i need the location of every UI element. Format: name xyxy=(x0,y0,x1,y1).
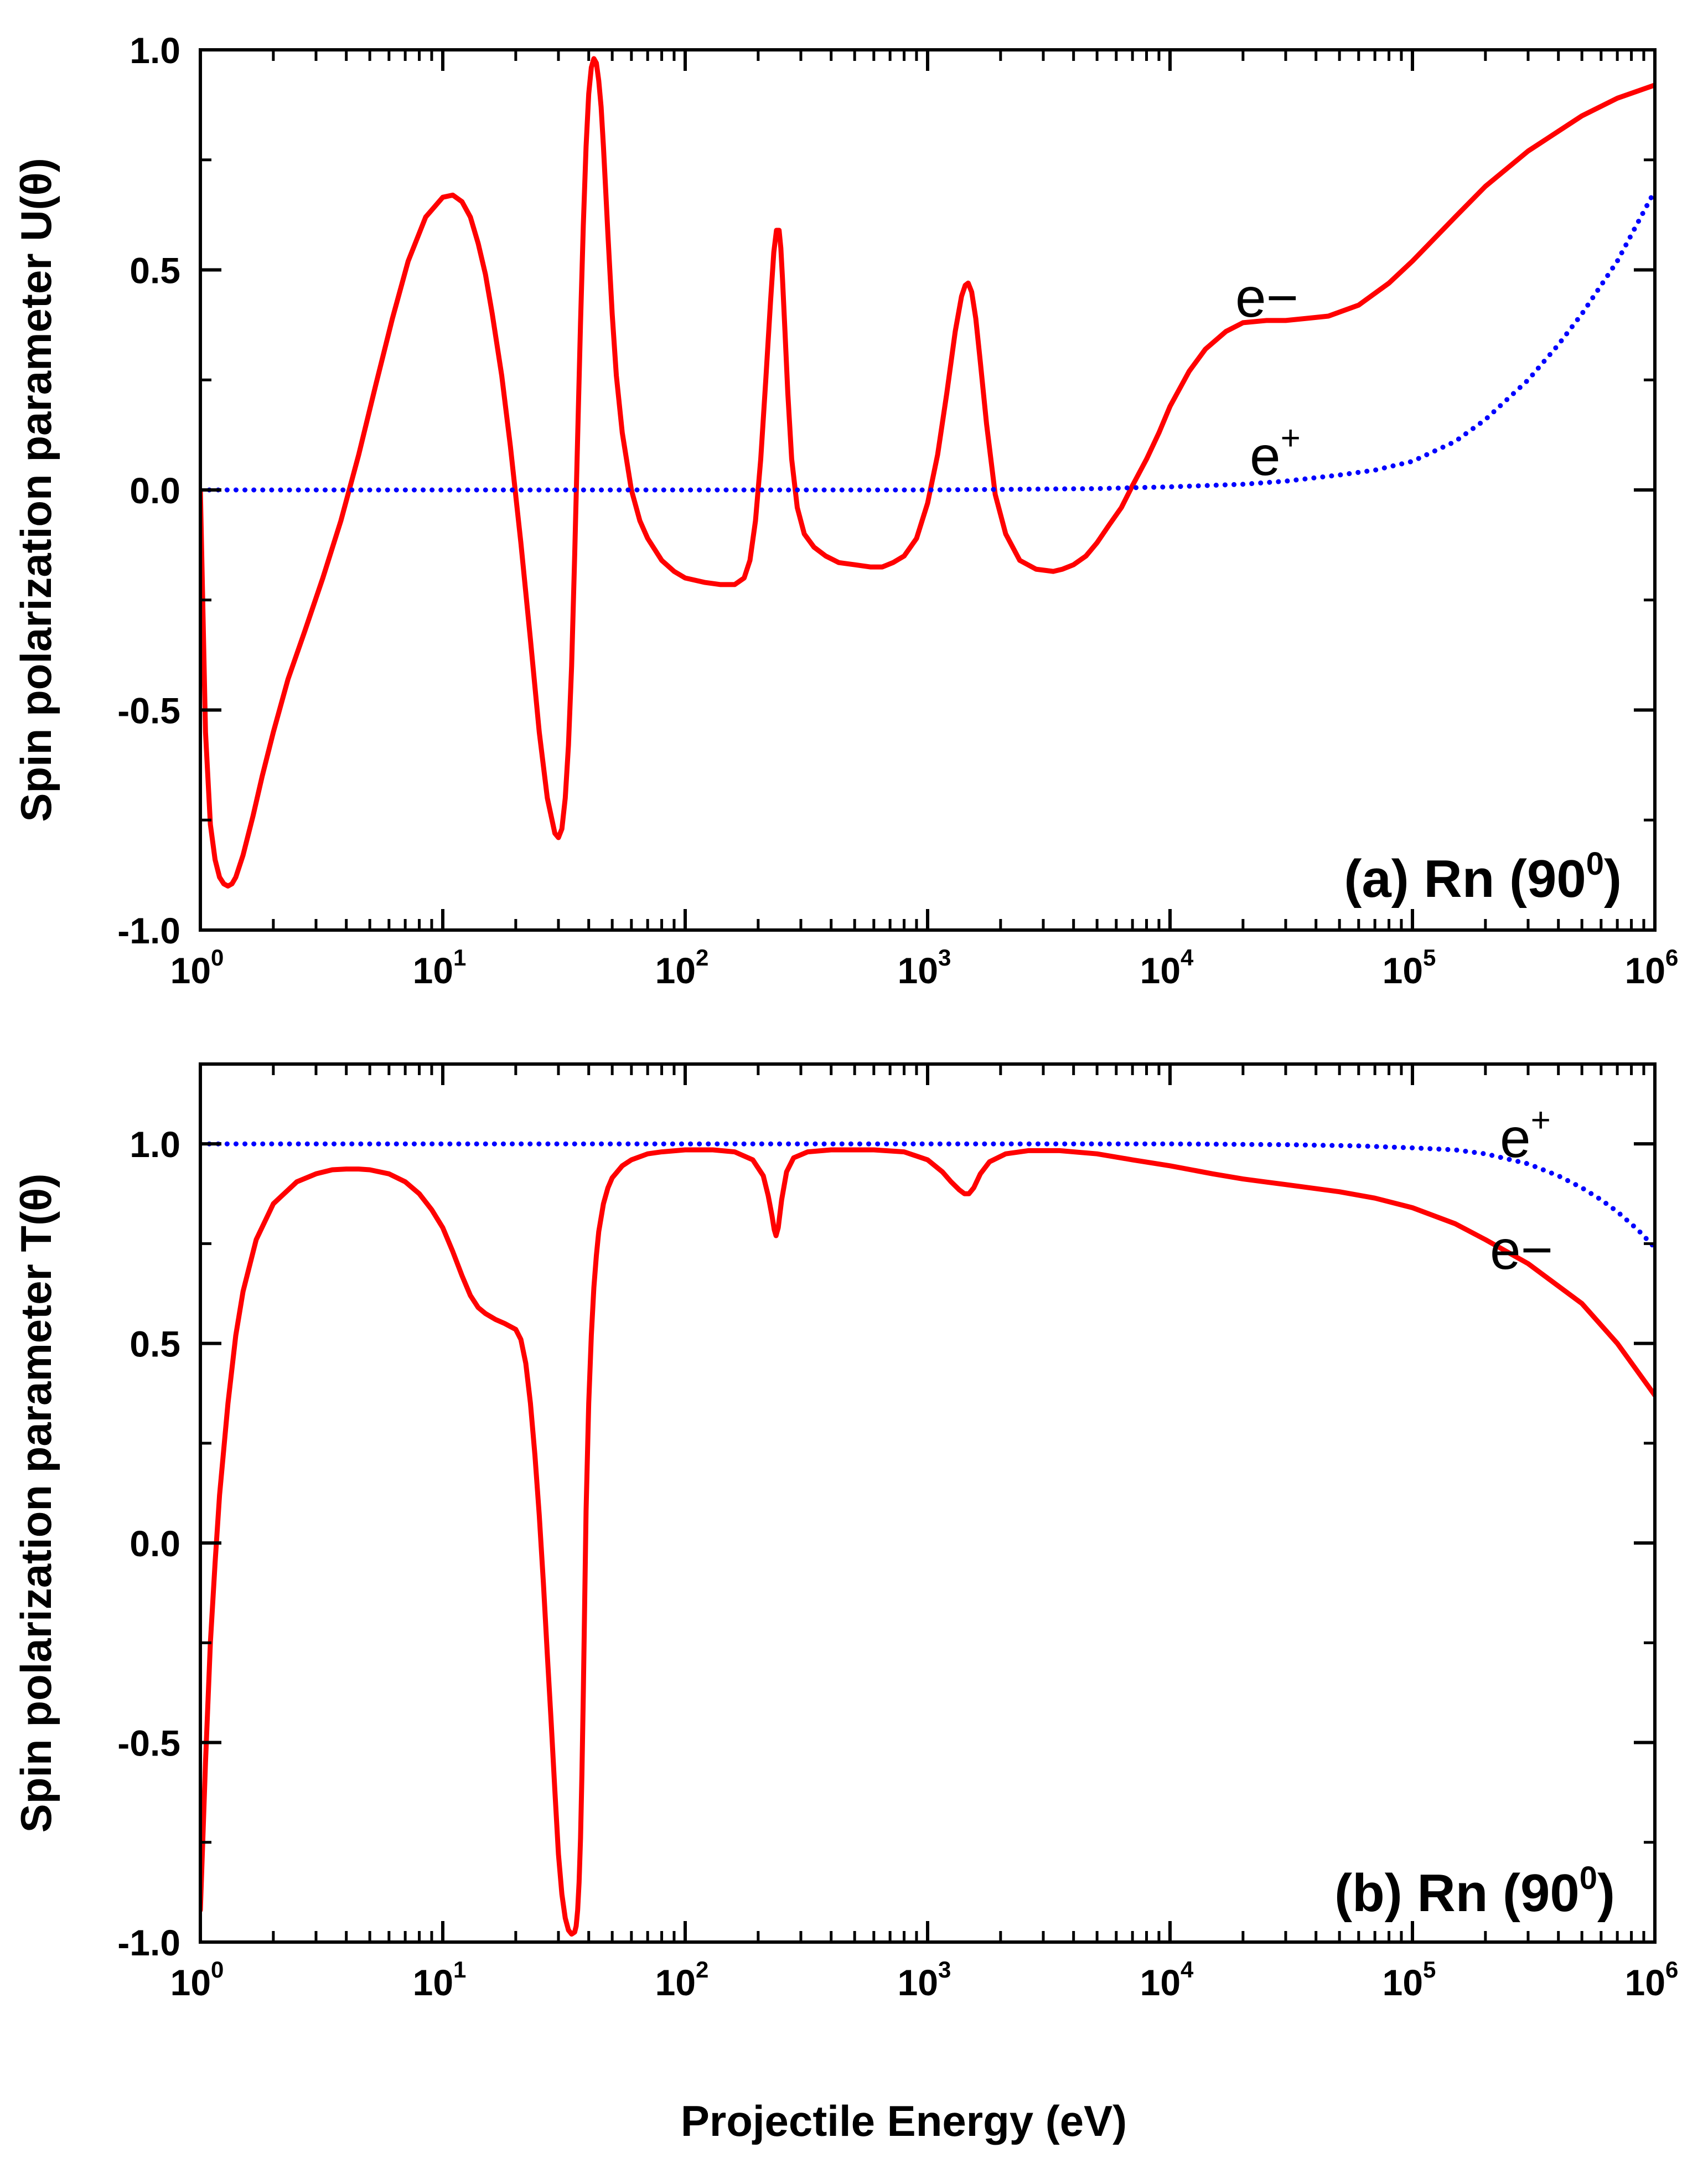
y-tick-label: 0.5 xyxy=(130,1324,180,1365)
x-tick-label: 104 xyxy=(1140,944,1194,991)
x-tick-label: 106 xyxy=(1625,944,1679,991)
series-label-positron: e+ xyxy=(1500,1101,1551,1169)
x-axis-title: Projectile Energy (eV) xyxy=(681,2097,1127,2145)
series-label-positron: e+ xyxy=(1250,419,1301,487)
series-line-positron xyxy=(200,1141,1655,1251)
x-tick-label: 105 xyxy=(1383,1956,1436,2003)
y-tick-label: 0.5 xyxy=(130,250,180,291)
x-tick-label: 104 xyxy=(1140,1956,1194,2003)
y-tick-label: -0.5 xyxy=(117,690,180,731)
x-tick-label: 105 xyxy=(1383,944,1436,991)
y-tick-label: -1.0 xyxy=(117,1922,180,1963)
x-tick-label: 103 xyxy=(898,944,951,991)
panels: 100 101 102 103 104 105 106 -1.0 -0.5 0.0 0.5 1.0 Sp… xyxy=(12,30,1678,2003)
x-tick-label: 103 xyxy=(898,1956,951,2003)
panel-b: 100 101 102 103 104 105 106 -1.0 -0.5 0.0 0.5 1.0 Sp… xyxy=(12,1062,1679,2003)
x-tick-label: 100 xyxy=(170,1956,224,2003)
y-tick-label: 0.0 xyxy=(130,1523,180,1564)
x-tick-label: 102 xyxy=(655,1956,709,2003)
y-tick-label: -1.0 xyxy=(117,910,180,951)
x-tick-label: 101 xyxy=(413,944,467,991)
y-axis-title: Spin polarization parameter T(θ) xyxy=(12,1174,60,1833)
panel-label: (b) Rn (900) xyxy=(1334,1860,1615,1923)
x-tick-label: 106 xyxy=(1625,1956,1679,2003)
y-tick-label: 1.0 xyxy=(130,30,180,71)
y-tick-label: 0.0 xyxy=(130,470,180,511)
series-line-electron xyxy=(200,1147,1655,1937)
panel-a: 100 101 102 103 104 105 106 -1.0 -0.5 0.0 0.5 1.0 Sp… xyxy=(12,30,1678,991)
y-tick-label: 1.0 xyxy=(130,1124,180,1165)
series-line-positron xyxy=(200,188,1655,493)
series-label-electron: e− xyxy=(1235,267,1298,329)
x-tick-label: 100 xyxy=(170,944,224,991)
y-tick-label: -0.5 xyxy=(117,1723,180,1764)
series-line-electron xyxy=(200,56,1655,889)
x-tick-label: 101 xyxy=(413,1956,467,2003)
panel-label: (a) Rn (900) xyxy=(1344,846,1622,908)
x-tick-label: 102 xyxy=(655,944,709,991)
y-axis-title: Spin polarization parameter U(θ) xyxy=(12,158,60,822)
series-label-electron: e− xyxy=(1490,1219,1553,1281)
